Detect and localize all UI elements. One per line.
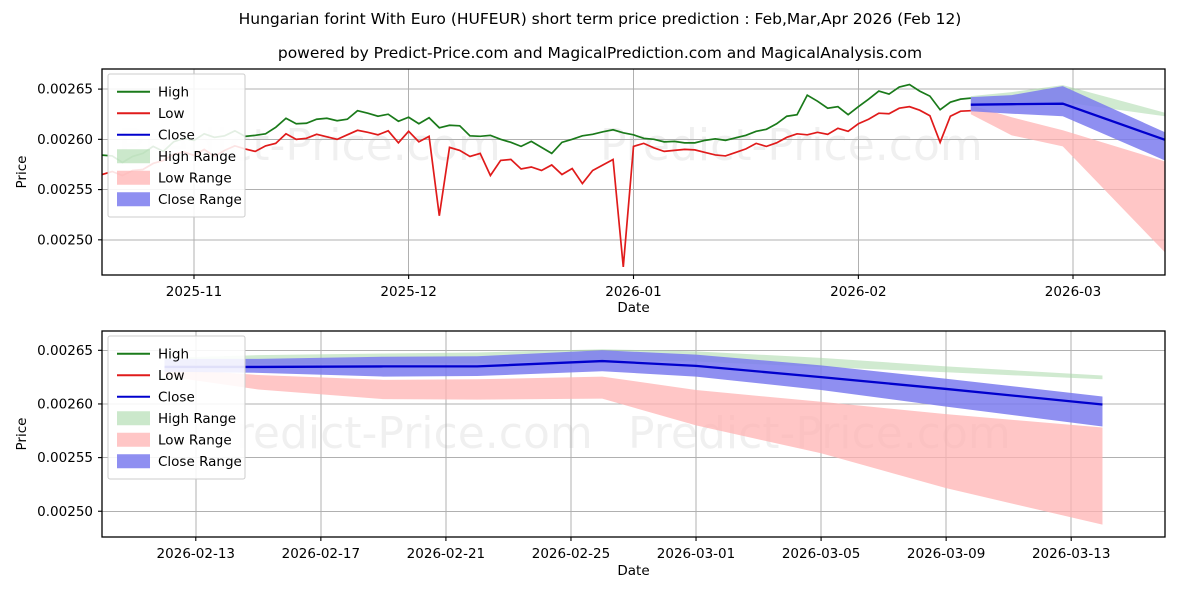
x-tick-label: 2026-02-21: [407, 546, 485, 562]
legend-patch-swatch: [117, 411, 150, 426]
y-tick-label: 0.00255: [37, 182, 93, 198]
panel-overview: Predict-Price.com Predict-Price.com0.0025…: [14, 68, 1166, 316]
legend-patch-swatch: [117, 170, 150, 185]
legend-label: Close: [158, 127, 195, 143]
legend-label: Low: [158, 368, 185, 384]
panel-forecast-detail: Predict-Price.comPredict-Price.com0.0025…: [14, 330, 1166, 579]
legend-label: Close Range: [158, 454, 242, 470]
watermark-text: Predict-Price.com: [210, 408, 593, 459]
x-tick-label: 2026-02-13: [157, 546, 235, 562]
legend-label: Low Range: [158, 170, 232, 186]
x-tick-label: 2026-03-01: [657, 546, 735, 562]
close-range-band: [164, 350, 1103, 427]
legend-label: Low: [158, 106, 185, 122]
legend-item-low[interactable]: Low: [117, 368, 185, 384]
plot-frame: [101, 68, 1166, 276]
legend-label: High Range: [158, 411, 236, 427]
x-axis-title: Date: [617, 300, 649, 316]
chart-title: Hungarian forint With Euro (HUFEUR) shor…: [238, 10, 962, 28]
legend-item-low-range[interactable]: Low Range: [117, 432, 232, 448]
y-tick-label: 0.00250: [37, 504, 93, 520]
series-line-close: [164, 359, 1103, 406]
legend-item-high-range[interactable]: High Range: [117, 149, 236, 165]
y-tick-label: 0.00255: [37, 450, 93, 466]
legend-patch-swatch: [117, 454, 150, 469]
legend-item-low[interactable]: Low: [117, 106, 185, 122]
x-tick-label: 2026-03: [1045, 284, 1101, 300]
legend-item-high-range[interactable]: High Range: [117, 411, 236, 427]
series-line-high: [102, 83, 971, 164]
x-tick-label: 2026-03-09: [907, 546, 985, 562]
x-tick-label: 2025-11: [166, 284, 222, 300]
chart-subtitle: powered by Predict-Price.com and Magical…: [277, 44, 923, 62]
legend-item-close-range[interactable]: Close Range: [117, 454, 242, 470]
x-tick-label: 2026-03-13: [1032, 546, 1110, 562]
legend-item-close-range[interactable]: Close Range: [117, 192, 242, 208]
legend-label: Close: [158, 389, 195, 405]
plot-frame: [101, 330, 1166, 538]
legend-item-close[interactable]: Close: [117, 389, 195, 405]
legend-patch-swatch: [117, 432, 150, 447]
y-tick-label: 0.00250: [37, 232, 93, 248]
x-tick-label: 2026-02-17: [282, 546, 360, 562]
x-tick-label: 2026-03-05: [782, 546, 860, 562]
legend-item-low-range[interactable]: Low Range: [117, 170, 232, 186]
legend-overview: High Low Close High Range Low Range Close Ran…: [107, 73, 246, 218]
y-axis-title: Price: [14, 156, 30, 189]
legend-label: High Range: [158, 149, 236, 165]
legend-item-high[interactable]: High: [117, 346, 189, 362]
series-line-low: [102, 105, 971, 268]
legend-label: High: [158, 84, 189, 100]
overview-plot: [102, 83, 1165, 268]
y-axis-title: Price: [14, 418, 30, 451]
watermark-text: Predict-Price.com: [600, 120, 983, 171]
y-tick-label: 0.00265: [37, 82, 93, 98]
legend-patch-swatch: [117, 192, 150, 207]
forecast-plot: [164, 349, 1103, 525]
legend-label: Close Range: [158, 192, 242, 208]
x-tick-label: 2026-02-25: [532, 546, 610, 562]
x-tick-label: 2025-12: [380, 284, 436, 300]
legend-item-high[interactable]: High: [117, 84, 189, 100]
legend-label: Low Range: [158, 432, 232, 448]
low-range-band: [970, 105, 1165, 253]
x-axis-title: Date: [617, 563, 649, 579]
legend-item-close[interactable]: Close: [117, 127, 195, 143]
x-tick-label: 2026-01: [605, 284, 661, 300]
y-tick-label: 0.00265: [37, 343, 93, 359]
low-range-band: [164, 368, 1103, 525]
y-tick-label: 0.00260: [37, 396, 93, 412]
legend-patch-swatch: [117, 149, 150, 164]
legend-forecast-detail: High Low Close High Range Low Range Close Ran…: [107, 335, 246, 480]
x-tick-label: 2026-02: [830, 284, 886, 300]
series-line-close: [970, 102, 1165, 141]
y-tick-label: 0.00260: [37, 132, 93, 148]
legend-label: High: [158, 346, 189, 362]
